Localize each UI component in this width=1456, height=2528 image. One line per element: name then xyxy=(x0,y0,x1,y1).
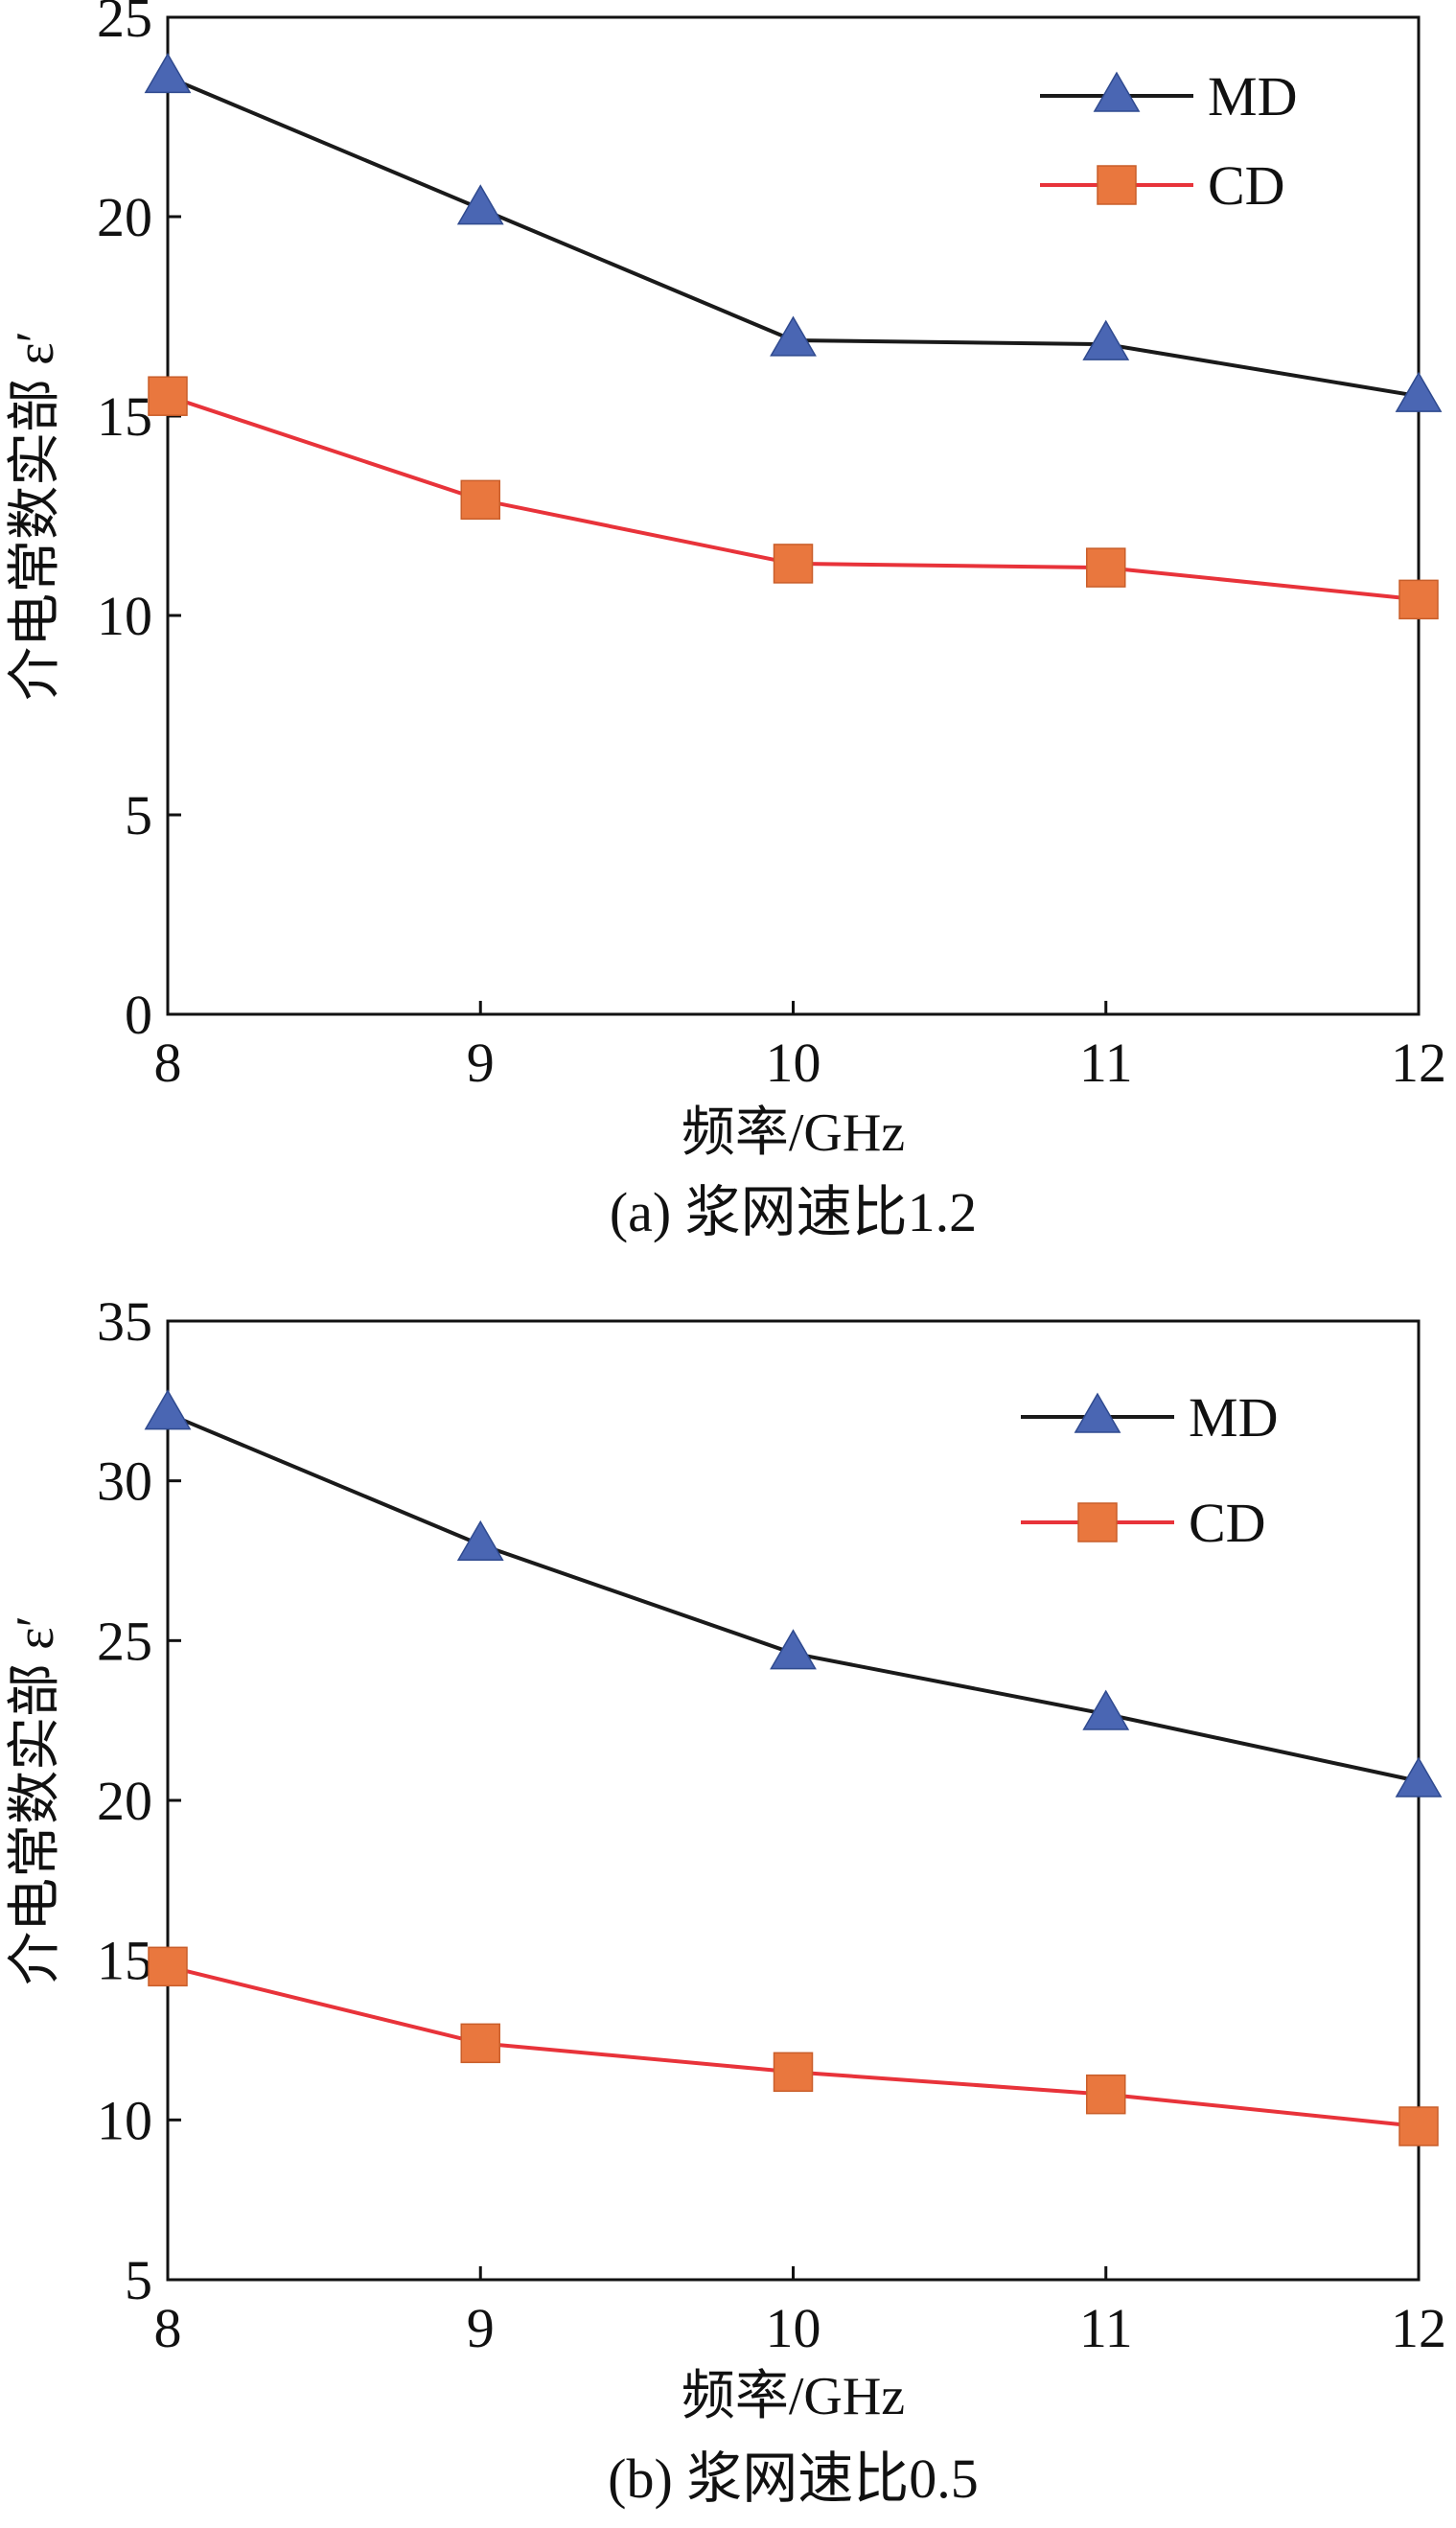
data-point-md xyxy=(144,52,192,94)
y-tick-label: 20 xyxy=(97,186,152,248)
data-point-md xyxy=(1395,371,1443,412)
y-axis-title: 介电常数实部 ε′ xyxy=(6,1615,65,1985)
x-tick-label: 8 xyxy=(154,1032,182,1094)
data-point-md xyxy=(770,315,817,357)
data-point-cd xyxy=(1086,547,1126,588)
y-tick-label: 25 xyxy=(97,1610,152,1672)
x-tick-label: 9 xyxy=(467,1032,495,1094)
legend-label-md: MD xyxy=(1189,1386,1278,1449)
x-axis-title: 频率/GHz xyxy=(682,2367,905,2426)
y-tick-label: 15 xyxy=(97,385,152,448)
x-tick-label: 12 xyxy=(1391,1032,1446,1094)
legend-label-cd: CD xyxy=(1208,154,1285,217)
y-axis-title: 介电常数实部 ε′ xyxy=(6,331,65,701)
panel-caption: (b) 浆网速比0.5 xyxy=(608,2447,979,2510)
chart-panel-a: 8 9 10 11 12 0 5 10 15 20 25 MD CD 频率/GHz 介电常数实部 ε′ (a)… xyxy=(6,0,1446,1243)
x-tick-label: 9 xyxy=(467,2297,495,2359)
legend-label-cd: CD xyxy=(1189,1492,1266,1554)
data-point-cd xyxy=(773,544,814,584)
y-tick-label: 0 xyxy=(125,984,152,1046)
y-tick-label: 30 xyxy=(97,1450,152,1513)
data-point-md xyxy=(1395,1756,1443,1797)
data-point-cd xyxy=(460,479,500,521)
y-tick-label: 5 xyxy=(125,2249,152,2311)
series-line-md xyxy=(167,1411,1420,1783)
y-tick-label: 20 xyxy=(97,1770,152,1832)
x-tick-label: 10 xyxy=(766,2297,821,2359)
x-axis-title: 频率/GHz xyxy=(682,1103,905,1163)
data-point-cd xyxy=(1086,2074,1126,2115)
y-tick-label: 25 xyxy=(97,0,152,49)
panel-caption: (a) 浆网速比1.2 xyxy=(610,1181,977,1243)
data-point-cd xyxy=(773,2052,814,2093)
y-tick-label: 15 xyxy=(97,1930,152,1992)
x-tick-label: 11 xyxy=(1079,2297,1133,2359)
data-point-md xyxy=(1082,1689,1130,1730)
data-point-cd xyxy=(148,376,188,416)
x-tick-label: 10 xyxy=(766,1032,821,1094)
legend-marker-md xyxy=(1093,71,1141,112)
legend-label-md: MD xyxy=(1208,65,1297,128)
chart-panel-b: 8 9 10 11 12 5 10 15 20 25 30 35 MD CD 频率/GHz 介电常数实部 ε′… xyxy=(6,1290,1446,2510)
y-tick-label: 35 xyxy=(97,1290,152,1353)
y-tick-label: 5 xyxy=(125,784,152,847)
legend-marker-cd xyxy=(1097,165,1137,205)
y-tick-label: 10 xyxy=(97,2089,152,2151)
data-point-md xyxy=(770,1629,817,1670)
legend-marker-md xyxy=(1074,1392,1121,1433)
data-point-cd xyxy=(1398,2106,1439,2146)
data-point-md xyxy=(456,1519,504,1562)
legend-marker-cd xyxy=(1077,1502,1118,1542)
x-tick-label: 11 xyxy=(1079,1032,1133,1094)
data-point-cd xyxy=(148,1946,188,1987)
data-point-md xyxy=(456,184,504,225)
x-tick-label: 8 xyxy=(154,2297,182,2359)
data-point-md xyxy=(144,1389,192,1430)
y-tick-label: 10 xyxy=(97,585,152,647)
data-point-md xyxy=(1082,319,1130,360)
plot-frame xyxy=(166,1319,1421,2282)
series-line-cd xyxy=(167,1964,1420,2128)
data-point-cd xyxy=(460,2023,500,2064)
x-tick-label: 12 xyxy=(1391,2297,1446,2359)
data-point-cd xyxy=(1398,579,1439,620)
